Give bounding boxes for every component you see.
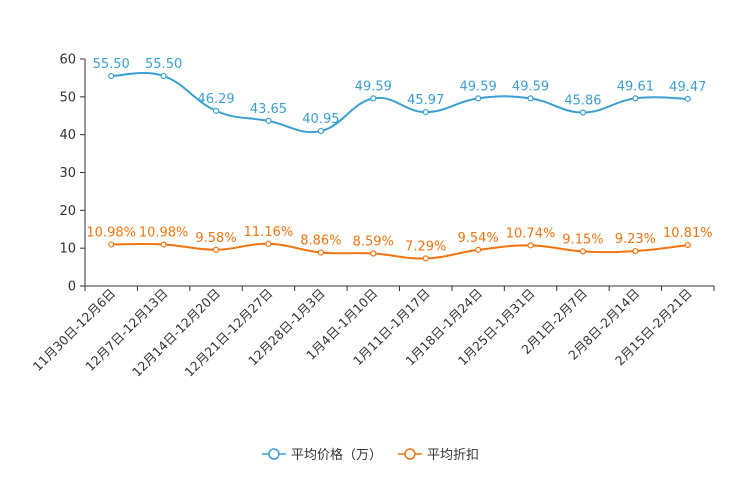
y-tick-label: 0 [68,280,76,295]
data-label: 49.47 [669,80,706,95]
data-point [265,117,272,124]
data-point [527,242,534,249]
data-label: 10.74% [506,226,556,241]
series-line [111,242,688,260]
series-1: 10.98% 10.98% 9.58% 11.16% 8.86% 8.59% 7.29% 9.… [86,225,713,262]
y-tick-label: 50 [59,90,76,105]
data-point [475,95,482,102]
series-0: 55.50 55.50 46.29 43.65 40.95 49.59 45.97 49.59… [93,57,706,135]
data-point [422,108,429,116]
y-tick-label: 30 [59,166,76,181]
series-layer: 55.50 55.50 46.29 43.65 40.95 49.59 45.97 49.59… [86,57,713,262]
data-label: 8.86% [300,233,341,248]
legend-label: 平均价格（万） [291,447,382,463]
legend-marker-icon [268,448,280,460]
data-point [317,249,324,256]
data-point [370,95,377,102]
y-tick-label: 40 [59,128,76,143]
data-label: 49.61 [617,79,654,94]
data-label: 40.95 [302,112,339,127]
data-label: 55.50 [145,57,182,72]
data-label: 49.59 [460,79,497,94]
axes: 010203040506011月30日-12月6日12月7日-12月13日12月… [30,53,715,380]
data-point [212,246,220,253]
data-label: 49.59 [355,79,392,94]
data-point [108,72,115,80]
data-label: 9.54% [457,231,498,246]
data-point [632,247,639,255]
legend-marker-icon [404,448,416,460]
data-label: 11.16% [244,225,294,240]
data-point [317,127,324,135]
data-point [160,72,167,80]
x-tick-label: 12月14日-12月20日 [129,286,223,380]
data-label: 43.65 [250,102,287,117]
x-tick-label: 12月21日-12月27日 [181,286,275,380]
data-label: 45.86 [564,93,601,108]
data-point [108,241,115,248]
data-point [684,242,691,249]
data-label: 45.97 [407,93,444,108]
y-tick-label: 60 [59,53,76,68]
legend-item-0: 平均价格（万） [262,447,382,463]
data-label: 9.23% [615,232,656,247]
data-label: 9.58% [195,231,236,246]
y-tick-label: 10 [59,242,76,257]
data-point [370,250,377,257]
legend-label: 平均折扣 [427,448,479,463]
data-label: 55.50 [93,57,130,72]
data-point [160,241,167,248]
data-label: 10.81% [663,226,713,241]
data-label: 9.15% [562,232,603,247]
data-point [265,240,272,247]
data-point [475,246,482,254]
data-label: 49.59 [512,79,549,94]
data-point [212,107,220,114]
data-point [632,95,639,102]
data-label: 7.29% [405,239,446,254]
data-point [684,95,691,102]
data-label: 10.98% [139,225,189,240]
data-label: 8.59% [353,235,394,250]
data-point [422,255,429,262]
data-point [579,109,587,116]
data-point [527,95,534,102]
data-point [579,248,587,255]
data-label: 10.98% [86,225,136,240]
data-label: 46.29 [197,92,234,107]
y-tick-label: 20 [59,204,76,219]
legend: 平均价格（万） 平均折扣 [262,447,479,463]
legend-item-1: 平均折扣 [398,448,479,463]
